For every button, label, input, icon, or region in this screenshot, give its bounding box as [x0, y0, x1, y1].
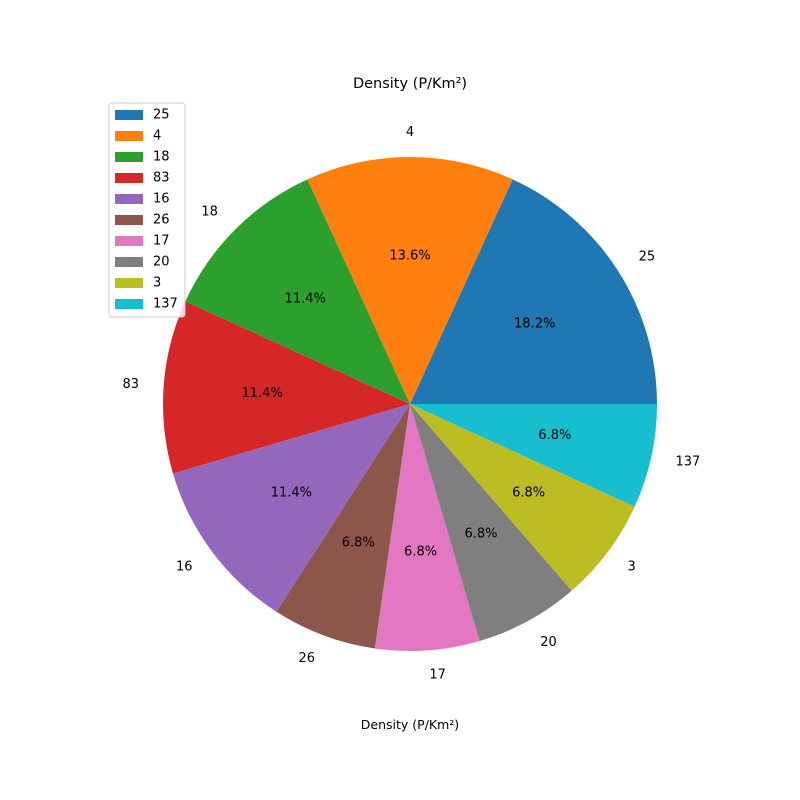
legend-label: 20 [153, 255, 170, 270]
slice-label: 26 [299, 651, 316, 666]
pie-slice-26 [276, 404, 410, 649]
legend-swatch [115, 215, 143, 225]
chart-title: Density (P/Km²) [353, 76, 467, 92]
legend-swatch [115, 110, 143, 120]
legend-label: 18 [153, 150, 170, 165]
legend-swatch [115, 257, 143, 267]
pie-slice-16 [173, 404, 410, 612]
pie-slice-83 [162, 301, 410, 474]
legend-label: 25 [153, 108, 170, 123]
pie-labels: 25 18.2% 4 13.6% 18 11.4% 83 11.4% 16 11.4% 26 6.8%… [122, 125, 700, 683]
legend-swatch [115, 236, 143, 246]
slice-label: 17 [429, 668, 446, 683]
percent-label: 11.4% [285, 292, 326, 307]
legend-swatch [115, 194, 143, 204]
slice-label: 25 [639, 250, 656, 265]
percent-label: 6.8% [538, 428, 571, 443]
pie-slice-25 [410, 179, 657, 404]
legend-label: 4 [153, 129, 161, 144]
pie-slice-17 [374, 404, 480, 651]
legend-label: 17 [153, 234, 170, 249]
pie-slices [162, 156, 657, 651]
legend-label: 16 [153, 192, 170, 207]
slice-label: 20 [540, 635, 557, 650]
slice-label: 4 [406, 125, 414, 140]
legend-label: 137 [153, 297, 178, 312]
legend-swatch [115, 131, 143, 141]
legend-label: 26 [153, 213, 170, 228]
legend: 25 4 18 83 16 26 17 20 3 137 [108, 102, 186, 318]
legend-swatch [115, 278, 143, 288]
percent-label: 18.2% [514, 316, 555, 331]
slice-label: 16 [176, 559, 193, 574]
legend-swatch [115, 173, 143, 183]
legend-label: 3 [153, 276, 161, 291]
legend-label: 83 [153, 171, 170, 186]
pie-slice-18 [185, 179, 410, 404]
legend-swatch [115, 152, 143, 162]
pie-slice-3 [410, 404, 635, 591]
pie-slice-20 [410, 404, 572, 641]
percent-label: 6.8% [342, 535, 375, 550]
percent-label: 11.4% [242, 386, 283, 401]
legend-swatch [115, 299, 143, 309]
percent-label: 11.4% [271, 485, 312, 500]
slice-label: 83 [122, 377, 139, 392]
slice-label: 18 [201, 204, 218, 219]
percent-label: 6.8% [404, 544, 437, 559]
slice-label: 3 [628, 559, 636, 574]
pie-slice-137 [410, 404, 657, 507]
x-axis-label: Density (P/Km²) [361, 717, 459, 732]
percent-label: 6.8% [465, 527, 498, 542]
percent-label: 6.8% [512, 485, 545, 500]
percent-label: 13.6% [389, 248, 430, 263]
pie-slice-4 [307, 156, 513, 404]
slice-label: 137 [675, 454, 700, 469]
